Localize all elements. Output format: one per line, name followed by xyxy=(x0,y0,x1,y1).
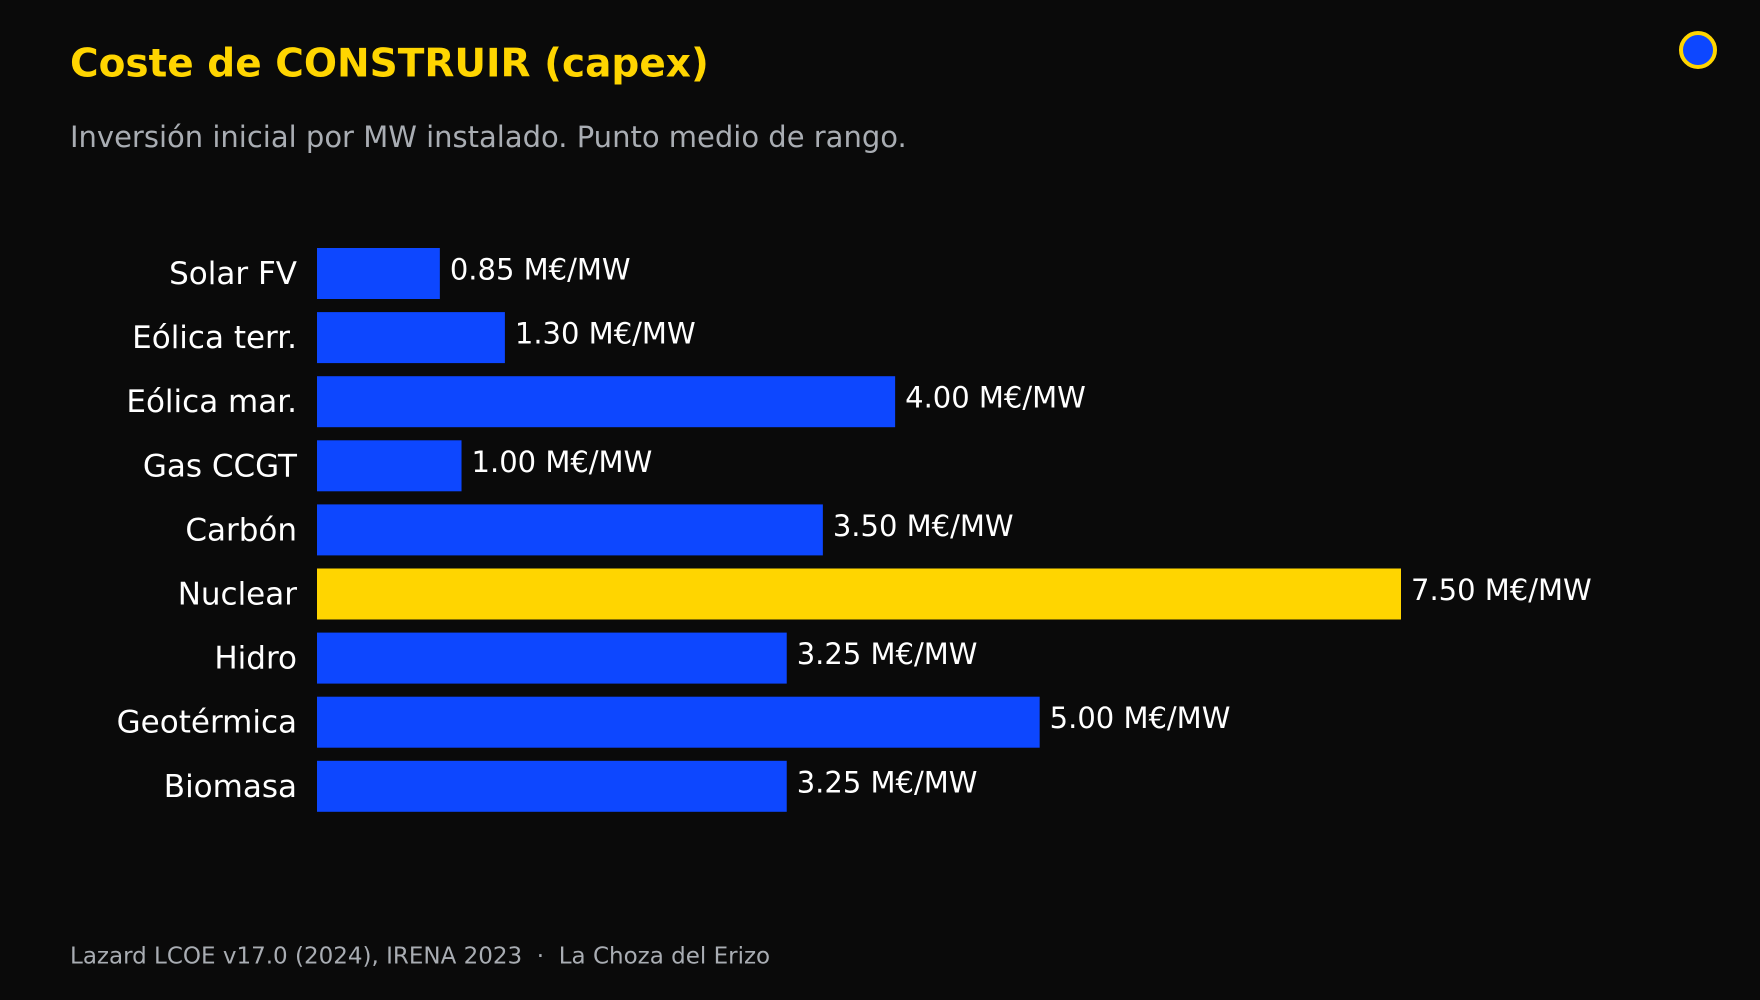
bar xyxy=(317,760,787,812)
y-tick-label: Geotérmica xyxy=(117,705,297,741)
source: Lazard LCOE v17.0 (2024), IRENA 2023 · L… xyxy=(70,944,770,970)
y-tick-label: Eólica mar. xyxy=(126,384,297,420)
y-tick-label: Eólica terr. xyxy=(132,320,297,356)
bar xyxy=(317,696,1040,748)
value-label: 3.25 M€/MW xyxy=(797,765,978,799)
y-tick-label: Carbón xyxy=(185,512,297,548)
bar xyxy=(317,632,787,684)
chart-subtitle: Inversión inicial por MW instalado. Punt… xyxy=(70,120,907,154)
value-label: 3.25 M€/MW xyxy=(797,637,978,671)
bar xyxy=(317,440,462,492)
bar xyxy=(317,376,896,428)
bar xyxy=(317,312,505,364)
y-tick-label: Hidro xyxy=(214,641,297,677)
y-tick-label: Solar FV xyxy=(169,256,297,292)
y-tick-label: Biomasa xyxy=(164,769,297,805)
bar xyxy=(317,568,1401,620)
value-label: 3.50 M€/MW xyxy=(833,509,1014,543)
y-tick-label: Nuclear xyxy=(178,577,298,613)
chart-title: Coste de CONSTRUIR (capex) xyxy=(70,42,709,87)
value-label: 1.30 M€/MW xyxy=(515,317,696,351)
value-label: 1.00 M€/MW xyxy=(472,445,653,479)
y-tick-label: Gas CCGT xyxy=(143,448,298,484)
value-label: 4.00 M€/MW xyxy=(905,381,1086,415)
logo xyxy=(1679,31,1717,69)
value-label: 0.85 M€/MW xyxy=(450,253,631,287)
bar xyxy=(317,248,440,299)
bar xyxy=(317,504,823,556)
value-label: 7.50 M€/MW xyxy=(1411,573,1592,607)
value-label: 5.00 M€/MW xyxy=(1050,701,1231,735)
